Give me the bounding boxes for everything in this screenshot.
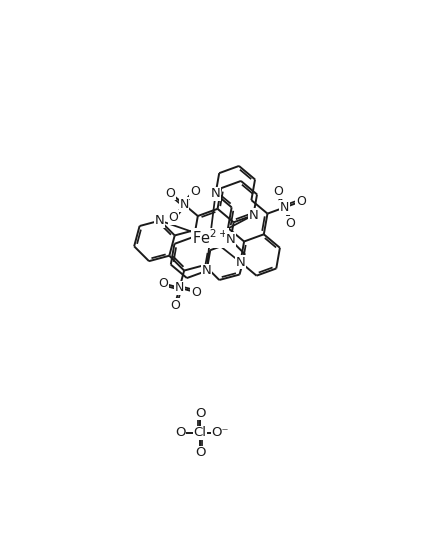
- Text: O: O: [191, 286, 201, 298]
- Text: N: N: [225, 233, 235, 246]
- Text: O: O: [175, 426, 185, 440]
- Text: Cl: Cl: [194, 426, 207, 440]
- Text: N: N: [175, 281, 184, 294]
- Text: Fe$^{2+}$: Fe$^{2+}$: [192, 229, 228, 247]
- Text: O: O: [168, 211, 178, 224]
- Text: O: O: [165, 187, 175, 199]
- Text: O: O: [195, 407, 205, 419]
- Text: O: O: [273, 185, 283, 198]
- Text: O: O: [296, 195, 306, 208]
- Text: N: N: [249, 208, 258, 222]
- Text: N: N: [202, 264, 211, 277]
- Text: O: O: [158, 277, 168, 290]
- Text: N: N: [210, 187, 220, 200]
- Text: O: O: [285, 217, 295, 230]
- Text: N: N: [236, 256, 245, 269]
- Text: O: O: [195, 447, 205, 459]
- Text: O⁻: O⁻: [211, 426, 229, 440]
- Text: N: N: [155, 214, 165, 227]
- Text: N: N: [279, 201, 289, 214]
- Text: O: O: [170, 298, 180, 312]
- Text: N: N: [180, 198, 189, 211]
- Text: O: O: [190, 185, 200, 198]
